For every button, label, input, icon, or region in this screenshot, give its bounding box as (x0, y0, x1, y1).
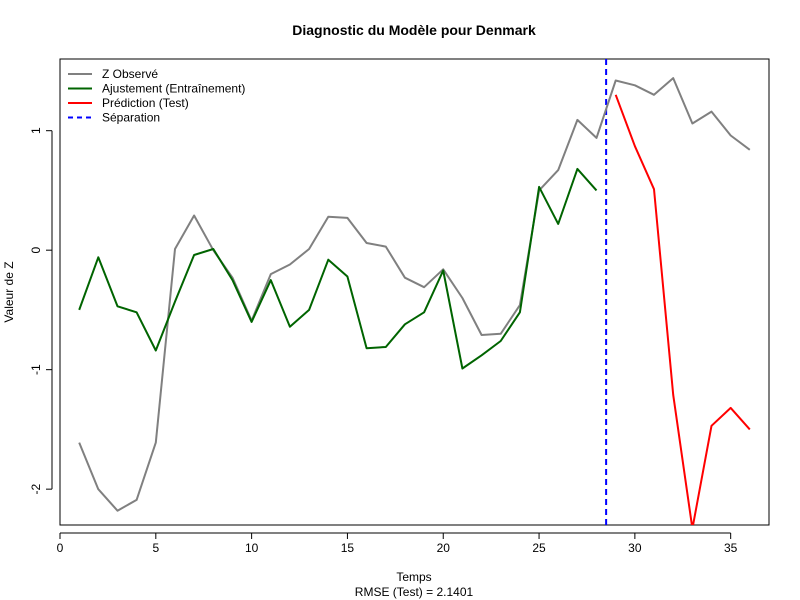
y-tick-label: -2 (29, 483, 43, 494)
legend-label: Séparation (102, 111, 160, 125)
y-tick-label: -1 (29, 364, 43, 375)
legend-label: Z Observé (102, 67, 158, 81)
series-line-prediction-test (614, 94, 751, 525)
y-tick-label: 1 (29, 127, 43, 134)
x-tick-label: 20 (437, 541, 451, 555)
x-tick-label: 25 (532, 541, 546, 555)
chart-title: Diagnostic du Modèle pour Denmark (292, 22, 536, 38)
plot-frame (59, 58, 770, 526)
x-axis: 0 5 10 15 20 25 30 35 (57, 532, 738, 555)
y-axis-title: Valeur de Z (2, 261, 16, 322)
x-tick-label: 0 (57, 541, 64, 555)
series-layer (78, 77, 751, 525)
legend-label: Prédiction (Test) (102, 96, 189, 110)
x-tick-label: 10 (245, 541, 259, 555)
x-tick-label: 5 (152, 541, 159, 555)
y-tick-label: 0 (29, 247, 43, 254)
x-axis-subtitle: RMSE (Test) = 2.1401 (355, 585, 474, 599)
x-tick-label: 30 (628, 541, 642, 555)
x-axis-title: Temps (396, 570, 431, 584)
x-tick-label: 35 (724, 541, 738, 555)
series-line-z-observe (78, 77, 751, 512)
legend-label: Ajustement (Entraînement) (102, 82, 245, 96)
y-axis: -2 -1 0 1 (29, 127, 53, 494)
x-tick-label: 15 (341, 541, 355, 555)
series-line-ajustement-entrainement (78, 167, 598, 370)
